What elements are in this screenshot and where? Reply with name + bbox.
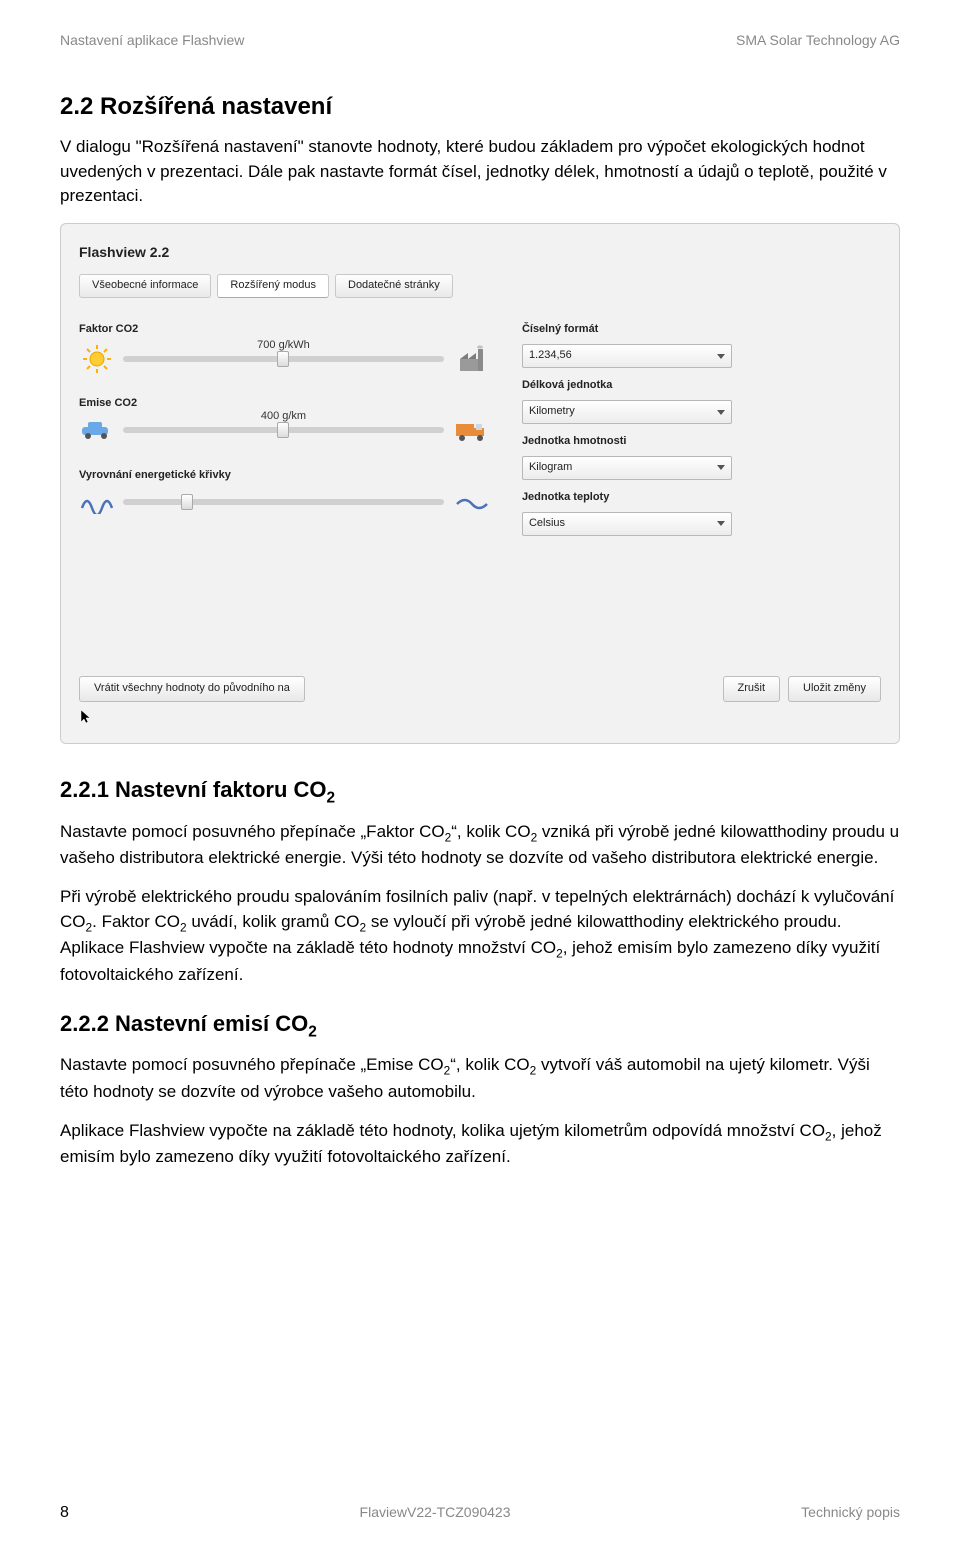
factor-co2-slider[interactable]: 700 g/kWh [123,356,444,362]
p-222-1: Nastavte pomocí posuvného přepínače „Emi… [60,1053,900,1104]
mass-unit-dropdown[interactable]: Kilogram [522,456,732,480]
save-button[interactable]: Uložit změny [788,676,881,702]
chevron-down-icon [717,410,725,415]
curve-slider[interactable] [123,499,444,505]
curve-slider-row [79,490,492,514]
heading-2-2-2-text: 2.2.2 Nastevní emisí CO [60,1011,308,1036]
sun-icon [79,344,115,374]
factor-co2-slider-row: 700 g/kWh [79,344,492,374]
temp-unit-label: Jednotka teploty [522,490,881,506]
heading-2-2-1: 2.2.1 Nastevní faktoru CO2 [60,774,900,810]
temp-unit-value: Celsius [529,516,565,532]
footer-desc: Technický popis [801,1502,900,1522]
curve-thumb[interactable] [181,494,193,510]
wave-icon [79,490,115,514]
heading-2-2-2-sub: 2 [308,1023,317,1040]
heading-2-2-1-text: 2.2.1 Nastevní faktoru CO [60,777,327,802]
mass-unit-value: Kilogram [529,460,572,476]
heading-2-2: 2.2 Rozšířená nastavení [60,90,900,125]
truck-icon [452,418,492,442]
length-unit-value: Kilometry [529,404,575,420]
emise-co2-slider[interactable]: 400 g/km [123,427,444,433]
p-221-2: Při výrobě elektrického proudu spalování… [60,885,900,988]
p-221-1: Nastavte pomocí posuvného přepínače „Fak… [60,820,900,871]
factor-co2-label: Faktor CO2 [79,322,492,338]
mass-unit-label: Jednotka hmotnosti [522,434,881,450]
settings-dialog: Flashview 2.2 Všeobecné informace Rozšíř… [60,223,900,744]
curve-label: Vyrovnání energetické křivky [79,468,492,484]
p-222-2: Aplikace Flashview vypočte na základě té… [60,1119,900,1170]
cursor-icon [79,708,95,724]
dialog-footer: Vrátit všechny hodnoty do původního na Z… [79,676,881,702]
num-format-value: 1.234,56 [529,348,572,364]
dialog-tabs: Všeobecné informace Rozšířený modus Doda… [79,274,881,298]
car-icon [79,419,115,441]
header-right: SMA Solar Technology AG [736,30,900,50]
footer-page-number: 8 [60,1501,69,1524]
cancel-button[interactable]: Zrušit [723,676,781,702]
tab-general[interactable]: Všeobecné informace [79,274,211,298]
num-format-label: Číselný formát [522,322,881,338]
heading-2-2-2: 2.2.2 Nastevní emisí CO2 [60,1008,900,1044]
footer-doc-id: FlaviewV22-TCZ090423 [360,1502,511,1522]
heading-2-2-1-sub: 2 [327,789,336,806]
tab-additional[interactable]: Dodatečné stránky [335,274,453,298]
length-unit-label: Délková jednotka [522,378,881,394]
num-format-dropdown[interactable]: 1.234,56 [522,344,732,368]
intro-paragraph: V dialogu "Rozšířená nastavení" stanovte… [60,135,900,209]
chevron-down-icon [717,354,725,359]
page-footer: 8 FlaviewV22-TCZ090423 Technický popis [60,1501,900,1524]
reset-button[interactable]: Vrátit všechny hodnoty do původního na [79,676,305,702]
wave-smooth-icon [452,490,492,514]
factor-co2-thumb[interactable] [277,351,289,367]
dialog-left-column: Faktor CO2 700 g/kWh [79,312,492,546]
chevron-down-icon [717,521,725,526]
header-left: Nastavení aplikace Flashview [60,30,244,50]
page-header: Nastavení aplikace Flashview SMA Solar T… [60,30,900,50]
emise-co2-slider-row: 400 g/km [79,418,492,442]
dialog-title: Flashview 2.2 [79,242,881,262]
tab-extended[interactable]: Rozšířený modus [217,274,329,298]
temp-unit-dropdown[interactable]: Celsius [522,512,732,536]
chevron-down-icon [717,465,725,470]
length-unit-dropdown[interactable]: Kilometry [522,400,732,424]
factory-icon [452,345,492,373]
dialog-right-column: Číselný formát 1.234,56 Délková jednotka… [522,312,881,546]
emise-co2-thumb[interactable] [277,422,289,438]
